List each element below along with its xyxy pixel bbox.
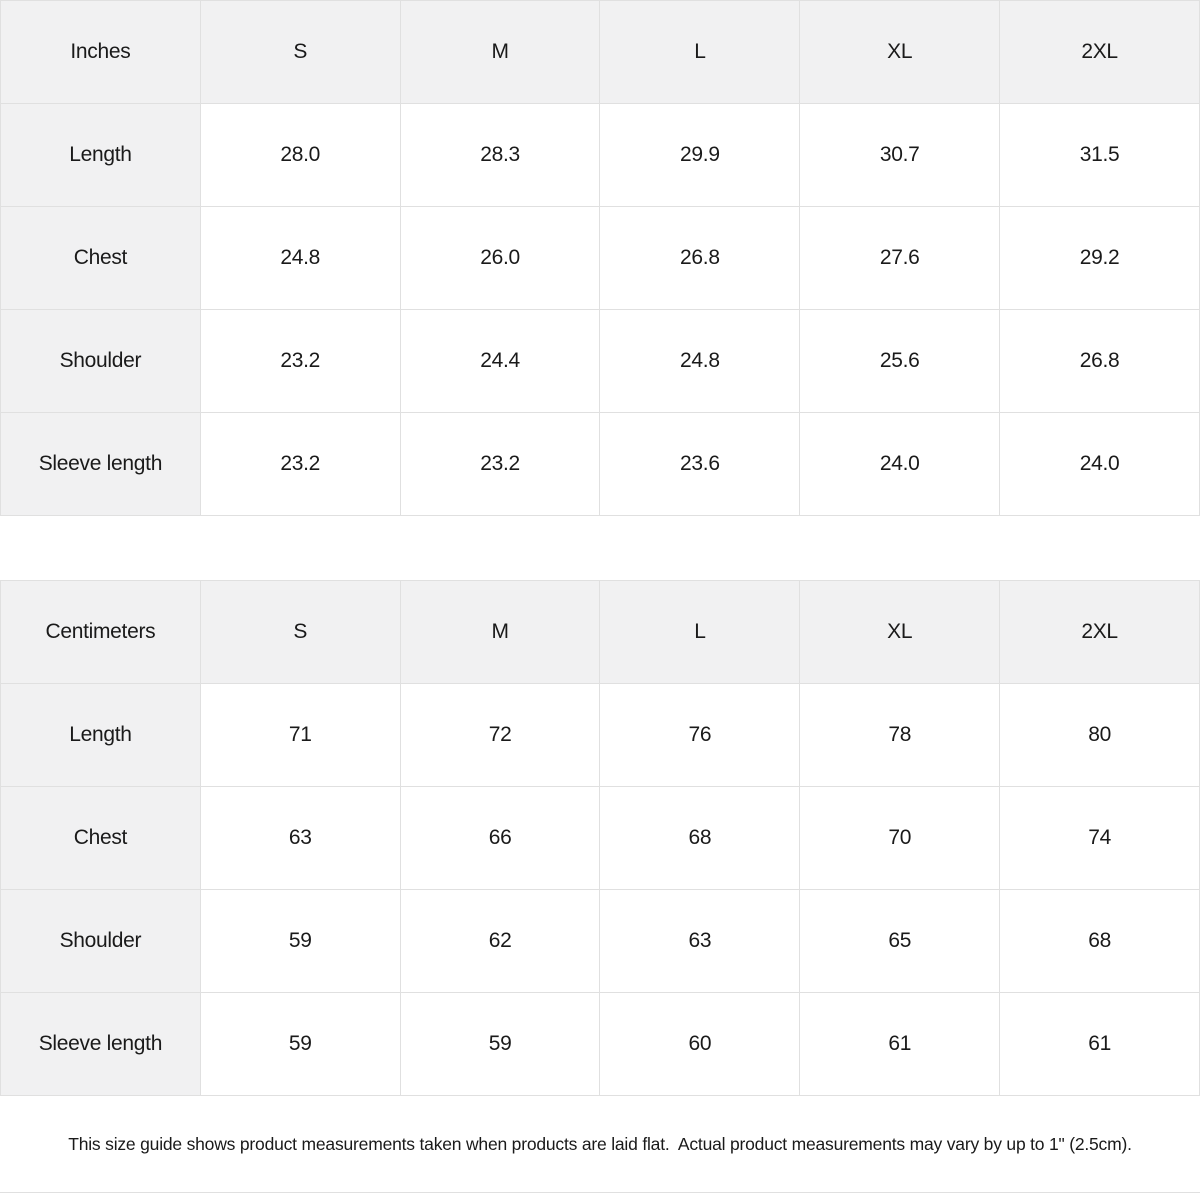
- measurement-cell: 66: [399, 786, 601, 890]
- unit-header: Inches: [0, 0, 201, 104]
- size-column-header-2xl: 2XL: [999, 580, 1200, 684]
- measurement-cell: 24.8: [199, 206, 401, 310]
- size-column-header-l: L: [599, 580, 801, 684]
- size-column-header-s: S: [199, 580, 401, 684]
- inches-table: Inches S M L XL 2XL Length 28.0 28.3 29.…: [0, 0, 1200, 516]
- measurement-cell: 26.8: [599, 206, 801, 310]
- measurement-cell: 24.4: [399, 309, 601, 413]
- measurement-cell: 61: [799, 992, 1001, 1096]
- measurement-cell: 78: [799, 683, 1001, 787]
- measurement-cell: 74: [999, 786, 1200, 890]
- measurement-cell: 23.2: [399, 412, 601, 516]
- centimeters-table: Centimeters S M L XL 2XL Length 71 72 76…: [0, 580, 1200, 1096]
- table-row-length: Length 71 72 76 78 80: [0, 683, 1200, 787]
- measurement-cell: 63: [599, 889, 801, 993]
- measurement-cell: 59: [399, 992, 601, 1096]
- inches-header-row: Inches S M L XL 2XL: [0, 0, 1200, 104]
- measurement-cell: 27.6: [799, 206, 1001, 310]
- measurement-cell: 28.0: [199, 103, 401, 207]
- table-row-shoulder: Shoulder 23.2 24.4 24.8 25.6 26.8: [0, 309, 1200, 413]
- measurement-cell: 59: [199, 889, 401, 993]
- row-label: Sleeve length: [0, 412, 201, 516]
- table-row-sleeve-length: Sleeve length 59 59 60 61 61: [0, 992, 1200, 1096]
- size-column-header-xl: XL: [799, 580, 1001, 684]
- size-column-header-2xl: 2XL: [999, 0, 1200, 104]
- table-row-sleeve-length: Sleeve length 23.2 23.2 23.6 24.0 24.0: [0, 412, 1200, 516]
- measurement-cell: 23.2: [199, 309, 401, 413]
- size-column-header-s: S: [199, 0, 401, 104]
- row-label: Chest: [0, 206, 201, 310]
- measurement-cell: 61: [999, 992, 1200, 1096]
- unit-header: Centimeters: [0, 580, 201, 684]
- measurement-cell: 23.2: [199, 412, 401, 516]
- row-label: Shoulder: [0, 889, 201, 993]
- measurement-cell: 80: [999, 683, 1200, 787]
- measurement-cell: 62: [399, 889, 601, 993]
- table-row-length: Length 28.0 28.3 29.9 30.7 31.5: [0, 103, 1200, 207]
- measurement-cell: 31.5: [999, 103, 1200, 207]
- measurement-cell: 24.0: [799, 412, 1001, 516]
- table-row-shoulder: Shoulder 59 62 63 65 68: [0, 889, 1200, 993]
- measurement-cell: 26.0: [399, 206, 601, 310]
- size-column-header-m: M: [399, 580, 601, 684]
- table-row-chest: Chest 63 66 68 70 74: [0, 786, 1200, 890]
- measurement-cell: 24.0: [999, 412, 1200, 516]
- measurement-cell: 28.3: [399, 103, 601, 207]
- measurement-cell: 71: [199, 683, 401, 787]
- measurement-cell: 60: [599, 992, 801, 1096]
- measurement-cell: 30.7: [799, 103, 1001, 207]
- measurement-cell: 68: [999, 889, 1200, 993]
- centimeters-header-row: Centimeters S M L XL 2XL: [0, 580, 1200, 684]
- measurement-cell: 29.9: [599, 103, 801, 207]
- size-column-header-m: M: [399, 0, 601, 104]
- size-column-header-xl: XL: [799, 0, 1001, 104]
- measurement-cell: 23.6: [599, 412, 801, 516]
- size-guide-note: This size guide shows product measuremen…: [0, 1096, 1200, 1193]
- row-label: Chest: [0, 786, 201, 890]
- measurement-cell: 24.8: [599, 309, 801, 413]
- measurement-cell: 76: [599, 683, 801, 787]
- measurement-cell: 68: [599, 786, 801, 890]
- row-label: Length: [0, 103, 201, 207]
- row-label: Sleeve length: [0, 992, 201, 1096]
- measurement-cell: 29.2: [999, 206, 1200, 310]
- measurement-cell: 65: [799, 889, 1001, 993]
- measurement-cell: 25.6: [799, 309, 1001, 413]
- table-gap: [0, 516, 1200, 580]
- measurement-cell: 59: [199, 992, 401, 1096]
- measurement-cell: 72: [399, 683, 601, 787]
- measurement-cell: 70: [799, 786, 1001, 890]
- row-label: Shoulder: [0, 309, 201, 413]
- measurement-cell: 63: [199, 786, 401, 890]
- table-row-chest: Chest 24.8 26.0 26.8 27.6 29.2: [0, 206, 1200, 310]
- size-column-header-l: L: [599, 0, 801, 104]
- measurement-cell: 26.8: [999, 309, 1200, 413]
- row-label: Length: [0, 683, 201, 787]
